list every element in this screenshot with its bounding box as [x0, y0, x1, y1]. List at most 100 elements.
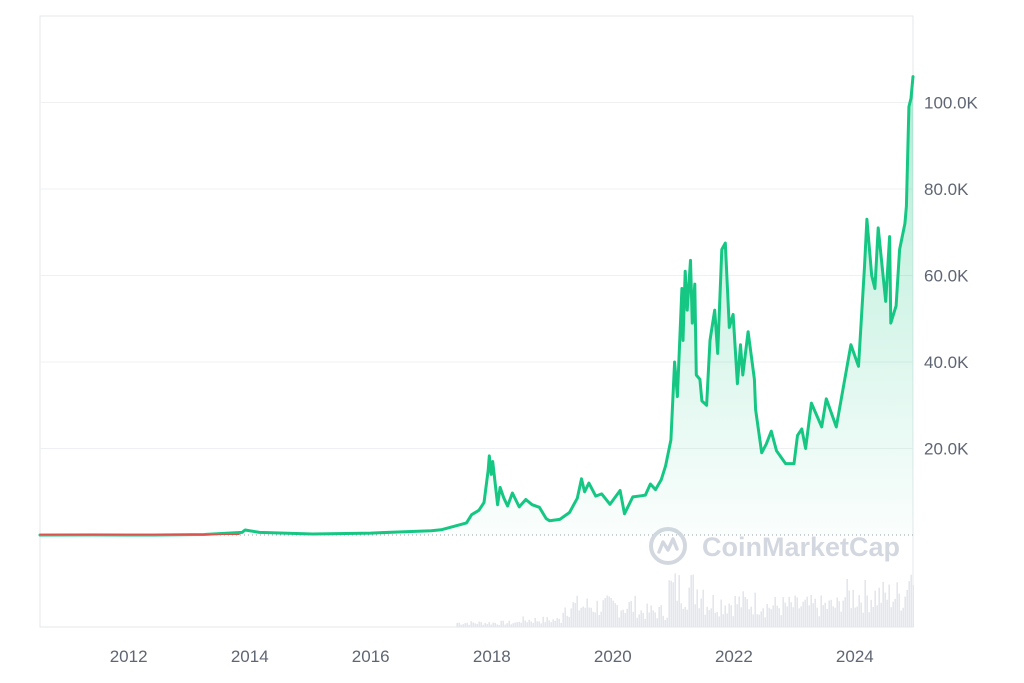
volume-bar: [584, 607, 586, 627]
x-tick-label: 2014: [231, 647, 269, 666]
volume-bar: [778, 608, 780, 627]
volume-bar: [808, 605, 810, 627]
volume-bar: [690, 575, 692, 627]
volume-bar: [706, 606, 708, 627]
y-tick-label: 100.0K: [924, 94, 979, 113]
volume-bar: [490, 624, 492, 627]
volume-bar: [642, 612, 644, 627]
volume-bar: [698, 608, 700, 627]
volume-bar: [680, 603, 682, 627]
volume-bar: [688, 587, 690, 627]
volume-bar: [630, 600, 632, 627]
volume-bar: [700, 598, 702, 627]
volume-bar: [494, 622, 496, 627]
volume-bar: [790, 602, 792, 627]
volume-bar: [530, 621, 532, 627]
volume-bar: [806, 596, 808, 627]
volume-bar: [604, 598, 606, 627]
volume-bar: [580, 607, 582, 627]
volume-bar: [640, 610, 642, 627]
volume-bar: [824, 602, 826, 627]
volume-bar: [726, 613, 728, 627]
volume-bar: [488, 622, 490, 627]
volume-bar: [506, 623, 508, 627]
volume-bar: [606, 595, 608, 627]
x-tick-label: 2012: [110, 647, 148, 666]
volume-bar: [624, 613, 626, 627]
volume-bar: [734, 596, 736, 627]
volume-bar: [620, 610, 622, 627]
volume-bar: [470, 621, 472, 627]
volume-bar: [860, 602, 862, 627]
volume-bar: [496, 624, 498, 627]
volume-bar: [834, 607, 836, 627]
volume-bar: [526, 622, 528, 627]
y-axis-labels: 20.0K 40.0K 60.0K 80.0K 100.0K: [924, 94, 979, 459]
volume-bar: [874, 590, 876, 627]
volume-bar: [582, 606, 584, 627]
volume-bar: [878, 587, 880, 627]
volume-bar: [702, 589, 704, 627]
volume-bar: [800, 606, 802, 627]
volume-bar: [456, 622, 458, 627]
volume-bar: [674, 573, 676, 627]
volume-bar: [498, 625, 500, 627]
volume-bar: [792, 607, 794, 627]
volume-bar: [766, 604, 768, 627]
volume-bar: [748, 609, 750, 627]
watermark-text: CoinMarketCap: [702, 532, 900, 562]
volume-bar: [840, 611, 842, 627]
volume-bar: [622, 609, 624, 627]
volume-bar: [542, 616, 544, 627]
volume-bar: [656, 618, 658, 627]
volume-bar: [804, 599, 806, 627]
volume-bar: [538, 621, 540, 627]
volume-bar: [850, 608, 852, 627]
volume-bar: [578, 610, 580, 627]
volume-bar: [660, 605, 662, 627]
volume-bar: [476, 623, 478, 627]
volume-bar: [842, 600, 844, 627]
volume-bar: [694, 604, 696, 627]
volume-bar: [594, 612, 596, 627]
volume-bar: [844, 597, 846, 627]
x-tick-label: 2020: [594, 647, 632, 666]
volume-bar: [722, 614, 724, 627]
volume-bar: [886, 599, 888, 627]
volume-bar: [816, 607, 818, 627]
x-tick-label: 2018: [473, 647, 511, 666]
volume-bar: [794, 595, 796, 627]
volume-bar: [612, 600, 614, 627]
volume-bar: [522, 616, 524, 627]
volume-bar: [590, 607, 592, 627]
volume-bar: [602, 600, 604, 627]
volume-bar: [554, 620, 556, 627]
volume-bar: [600, 611, 602, 627]
price-line[interactable]: [38, 75, 915, 537]
y-tick-label: 20.0K: [924, 440, 969, 459]
volume-bar: [912, 585, 914, 627]
volume-bar: [760, 611, 762, 627]
volume-bar: [662, 615, 664, 627]
y-tick-label: 80.0K: [924, 180, 969, 199]
volume-bar: [520, 622, 522, 627]
volume-bar: [540, 623, 542, 627]
volume-bar: [666, 617, 668, 627]
volume-bar: [902, 607, 904, 627]
volume-bar: [658, 606, 660, 627]
volume-bar: [492, 622, 494, 627]
x-tick-label: 2024: [836, 647, 874, 666]
volume-bar: [524, 620, 526, 627]
volume-bar: [838, 601, 840, 627]
volume-bar: [682, 608, 684, 627]
volume-bar: [464, 623, 466, 627]
volume-bar: [646, 603, 648, 627]
volume-bar: [876, 605, 878, 627]
volume-bar: [910, 574, 912, 627]
x-axis-labels: 2012 2014 2016 2018 2020 2022 2024: [110, 647, 874, 666]
volume-bar: [566, 615, 568, 627]
volume-bar: [892, 601, 894, 627]
volume-bar: [906, 589, 908, 627]
volume-bar: [798, 608, 800, 627]
